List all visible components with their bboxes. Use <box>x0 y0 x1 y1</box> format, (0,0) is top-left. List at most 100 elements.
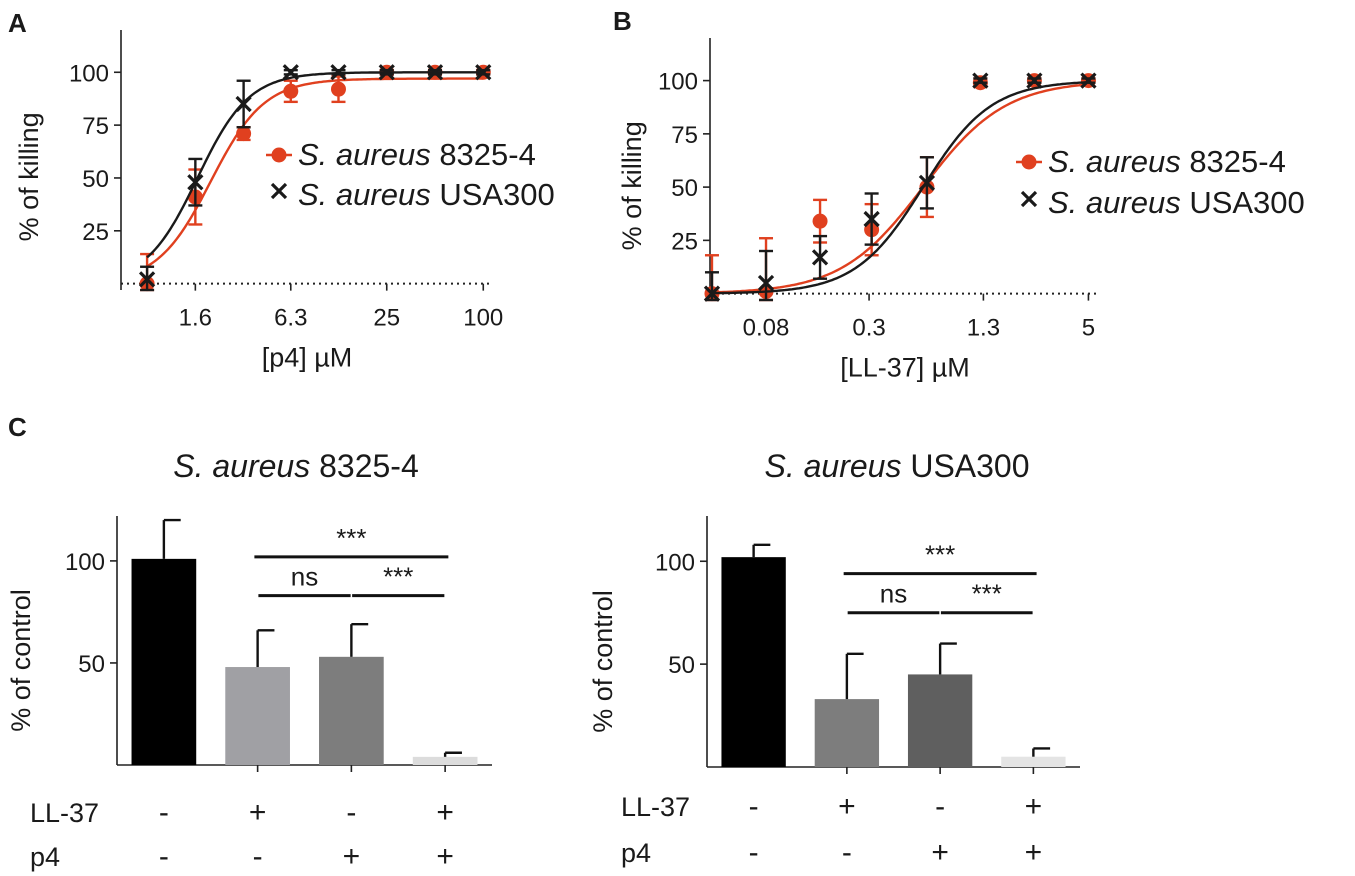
legend-label-strain: 8325-4 <box>1181 144 1286 179</box>
chart-title-species: S. aureus <box>764 448 901 484</box>
y-axis-title: % of control <box>6 589 36 732</box>
significance-label: ns <box>880 579 907 609</box>
legend-label-species: S. aureus <box>1048 185 1181 220</box>
legend-label: S. aureus 8325-4 <box>1048 144 1286 179</box>
y-tick-label: 50 <box>82 166 109 193</box>
treatment-sign: - <box>253 840 263 873</box>
data-point <box>972 72 989 89</box>
treatment-row-label: LL-37 <box>30 798 99 828</box>
data-point <box>378 64 395 81</box>
y-tick-label: 100 <box>655 549 695 576</box>
significance-label: ns <box>291 562 318 592</box>
legend-marker <box>1021 154 1037 170</box>
y-tick-label: 100 <box>658 69 698 96</box>
legend-entry-1: S. aureus 8325-4 <box>266 137 536 172</box>
legend-label-species: S. aureus <box>298 137 431 172</box>
legend-marker <box>271 147 287 163</box>
treatment-sign: + <box>436 796 454 829</box>
bar <box>225 667 290 765</box>
series-2 <box>138 64 492 292</box>
legend-label-strain: USA300 <box>1181 185 1305 220</box>
data-point <box>187 174 204 191</box>
treatment-sign: + <box>249 796 267 829</box>
data-point <box>283 83 299 99</box>
chart-title-species: S. aureus <box>173 448 310 484</box>
treatment-sign: + <box>436 840 454 873</box>
legend-label: S. aureus 8325-4 <box>298 137 536 172</box>
data-point <box>426 64 444 81</box>
data-point <box>812 213 828 229</box>
panel-c-bar-chart-8325-4: S. aureus 8325-4 50 100 % of control *** ns **… <box>6 448 492 873</box>
fit-curve <box>711 83 1089 294</box>
treatment-row-label: p4 <box>621 838 651 868</box>
bar <box>814 699 880 767</box>
significance-label: *** <box>383 562 413 592</box>
bar <box>131 558 197 765</box>
chart-title: S. aureus 8325-4 <box>173 448 419 484</box>
y-tick-label: 100 <box>65 549 105 576</box>
legend-label: S. aureus USA300 <box>298 177 555 212</box>
data-point <box>235 95 252 113</box>
y-tick-label: 100 <box>69 60 109 87</box>
treatment-sign: - <box>935 790 945 823</box>
legend-label-strain: USA300 <box>431 177 555 212</box>
y-tick-label: 25 <box>82 219 109 246</box>
x-tick-label: 0.08 <box>743 315 790 342</box>
y-tick-label: 50 <box>671 175 698 202</box>
series-1 <box>704 73 1096 302</box>
data-point <box>863 210 880 228</box>
data-point <box>330 64 347 81</box>
legend-marker <box>270 182 288 200</box>
x-tick-label: 25 <box>373 305 400 332</box>
data-point <box>703 285 721 302</box>
panel-letter-c: C <box>8 412 27 442</box>
x-tick-label: 5 <box>1082 315 1095 342</box>
panel-c-bar-chart-usa300: S. aureus USA300 50 100 % of control *** ns **… <box>588 448 1080 869</box>
legend-label-strain: 8325-4 <box>431 137 536 172</box>
x-tick-label: 100 <box>463 305 503 332</box>
treatment-sign: + <box>931 836 949 869</box>
data-point <box>475 64 492 81</box>
y-tick-label: 75 <box>671 122 698 149</box>
legend-marker <box>1020 190 1038 208</box>
legend-entry-2: S. aureus USA300 <box>1020 185 1305 220</box>
legend-entry-1: S. aureus 8325-4 <box>1016 144 1286 179</box>
treatment-sign: + <box>838 790 856 823</box>
x-axis-title: [LL-37] µM <box>840 353 970 383</box>
data-point <box>757 274 775 292</box>
y-tick-label: 25 <box>671 228 698 255</box>
chart-title: S. aureus USA300 <box>764 448 1029 484</box>
legend-entry-2: S. aureus USA300 <box>270 177 555 212</box>
treatment-sign: - <box>749 790 759 823</box>
data-point <box>236 126 252 142</box>
treatment-row-label: LL-37 <box>621 792 690 822</box>
legend-label: S. aureus USA300 <box>1048 185 1305 220</box>
y-axis-title: % of killing <box>617 121 647 250</box>
series-2 <box>703 72 1097 302</box>
treatment-sign: - <box>749 836 759 869</box>
treatment-sign: + <box>1025 836 1043 869</box>
treatment-row-label: p4 <box>30 842 60 872</box>
data-point <box>330 81 346 97</box>
significance-label: *** <box>336 523 366 553</box>
bar <box>721 557 786 767</box>
treatment-sign: + <box>343 840 361 873</box>
y-tick-label: 50 <box>78 651 105 678</box>
data-point <box>1080 72 1097 89</box>
data-point <box>811 249 829 266</box>
data-point <box>138 271 156 288</box>
x-tick-label: 0.3 <box>852 315 885 342</box>
chart-title-strain: USA300 <box>901 448 1029 484</box>
panel-letter-b: B <box>613 6 632 36</box>
significance-label: *** <box>972 579 1002 609</box>
bar <box>319 656 384 765</box>
data-point <box>282 64 299 81</box>
treatment-sign: - <box>159 840 169 873</box>
treatment-sign: - <box>159 796 169 829</box>
x-tick-label: 6.3 <box>274 305 307 332</box>
data-point <box>1026 72 1043 89</box>
treatment-sign: - <box>842 836 852 869</box>
fit-curve <box>712 81 1089 295</box>
y-tick-label: 50 <box>668 652 695 679</box>
